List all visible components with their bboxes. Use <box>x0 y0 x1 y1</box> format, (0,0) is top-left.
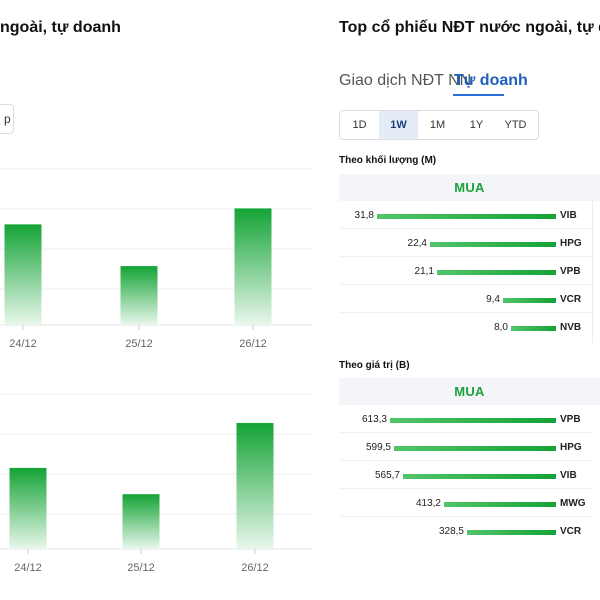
ranking-row[interactable]: 599,5 HPG <box>339 433 591 461</box>
period-1m-button[interactable]: 1M <box>429 119 446 131</box>
bar-26-12[interactable] <box>236 422 274 549</box>
tab-proprietary[interactable]: Tự doanh <box>454 72 528 89</box>
ranking-bar <box>444 502 556 507</box>
right-panel-title: Top cổ phiếu NĐT nước ngoài, tự do <box>339 19 600 36</box>
period-ytd-button[interactable]: YTD <box>504 119 527 131</box>
x-tick-label: 26/12 <box>239 338 267 350</box>
value-ranking-list: 613,3 VPB 599,5 HPG 565,7 VIB 413,2 MWG 328,5 VCR <box>339 405 591 550</box>
row-divider <box>339 312 591 313</box>
ranking-bar <box>503 298 556 303</box>
ranking-bar <box>377 214 556 219</box>
ranking-row[interactable]: 21,1 VPB <box>339 257 591 285</box>
ranking-value: 613,3 <box>361 414 387 425</box>
ranking-row[interactable]: 8,0 NVB <box>339 313 591 341</box>
row-divider <box>339 460 591 461</box>
row-divider <box>339 432 591 433</box>
period-1w-button[interactable]: 1W <box>379 111 418 139</box>
ticker-symbol[interactable]: VIB <box>560 210 577 221</box>
ranking-value: 565,7 <box>374 470 400 481</box>
ranking-value: 8,0 <box>494 322 508 333</box>
row-divider <box>339 284 591 285</box>
ranking-bar <box>394 446 556 451</box>
x-tick-label: 24/12 <box>9 338 37 350</box>
ranking-bar <box>467 530 556 535</box>
ticker-symbol[interactable]: VIB <box>560 470 577 481</box>
bar-24-12[interactable] <box>4 224 42 325</box>
ranking-value: 413,2 <box>415 498 441 509</box>
left-chart-top: 24/12 25/12 26/12 <box>0 165 312 355</box>
row-divider <box>339 228 591 229</box>
volume-section-label: Theo khối lượng (M) <box>339 155 437 166</box>
ranking-value: 22,4 <box>407 238 427 249</box>
bar-25-12[interactable] <box>122 494 160 549</box>
x-tick-label: 25/12 <box>127 562 155 574</box>
ranking-row[interactable]: 413,2 MWG <box>339 489 591 517</box>
ticker-symbol[interactable]: HPG <box>560 238 582 249</box>
ranking-row[interactable]: 565,7 VIB <box>339 461 591 489</box>
ticker-symbol[interactable]: VCR <box>560 294 582 305</box>
bar-24-12[interactable] <box>9 467 47 549</box>
row-divider <box>339 516 591 517</box>
row-divider <box>339 256 591 257</box>
ranking-row[interactable]: 31,8 VIB <box>339 201 591 229</box>
active-tab-indicator <box>453 94 504 96</box>
ranking-bar <box>390 418 556 423</box>
ranking-row[interactable]: 22,4 HPG <box>339 229 591 257</box>
ticker-symbol[interactable]: HPG <box>560 442 582 453</box>
ranking-bar <box>511 326 556 331</box>
ticker-symbol[interactable]: MWG <box>560 498 586 509</box>
period-1y-button[interactable]: 1Y <box>469 119 484 131</box>
volume-ranking-list: 31,8 VIB 22,4 HPG 21,1 VPB 9,4 VCR 8,0 NVB <box>339 201 591 343</box>
value-section-label: Theo giá trị (B) <box>339 360 410 371</box>
ticker-symbol[interactable]: NVB <box>560 322 582 333</box>
tab-foreign-trading[interactable]: Giao dịch NĐT NN <box>339 72 472 89</box>
ranking-row[interactable]: 613,3 VPB <box>339 405 591 433</box>
period-1d-button[interactable]: 1D <box>352 119 367 131</box>
value-buy-header: MUA <box>339 378 600 405</box>
ranking-bar <box>430 242 556 247</box>
ranking-row[interactable]: 9,4 VCR <box>339 285 591 313</box>
bar-26-12[interactable] <box>234 208 272 325</box>
ranking-value: 21,1 <box>414 266 434 277</box>
row-divider <box>339 488 591 489</box>
left-chart-bottom: 24/12 25/12 26/12 <box>0 388 312 580</box>
ranking-value: 599,5 <box>365 442 391 453</box>
x-tick-label: 24/12 <box>14 562 42 574</box>
ranking-row[interactable]: 328,5 VCR <box>339 517 591 545</box>
volume-buy-header: MUA <box>339 174 600 201</box>
volume-column-divider <box>592 201 593 343</box>
period-selector: 1D 1W 1M 1Y YTD <box>339 110 539 140</box>
bar-25-12[interactable] <box>120 266 158 325</box>
ranking-bar <box>437 270 556 275</box>
ticker-symbol[interactable]: VCR <box>560 526 582 537</box>
left-filter-button[interactable]: p <box>0 104 14 134</box>
x-tick-label: 25/12 <box>125 338 153 350</box>
ticker-symbol[interactable]: VPB <box>560 266 581 277</box>
ranking-value: 328,5 <box>438 526 464 537</box>
x-tick-label: 26/12 <box>241 562 269 574</box>
ranking-bar <box>403 474 556 479</box>
left-panel-title: ngoài, tự doanh <box>0 19 121 36</box>
ticker-symbol[interactable]: VPB <box>560 414 581 425</box>
ranking-value: 9,4 <box>486 294 500 305</box>
ranking-value: 31,8 <box>354 210 374 221</box>
